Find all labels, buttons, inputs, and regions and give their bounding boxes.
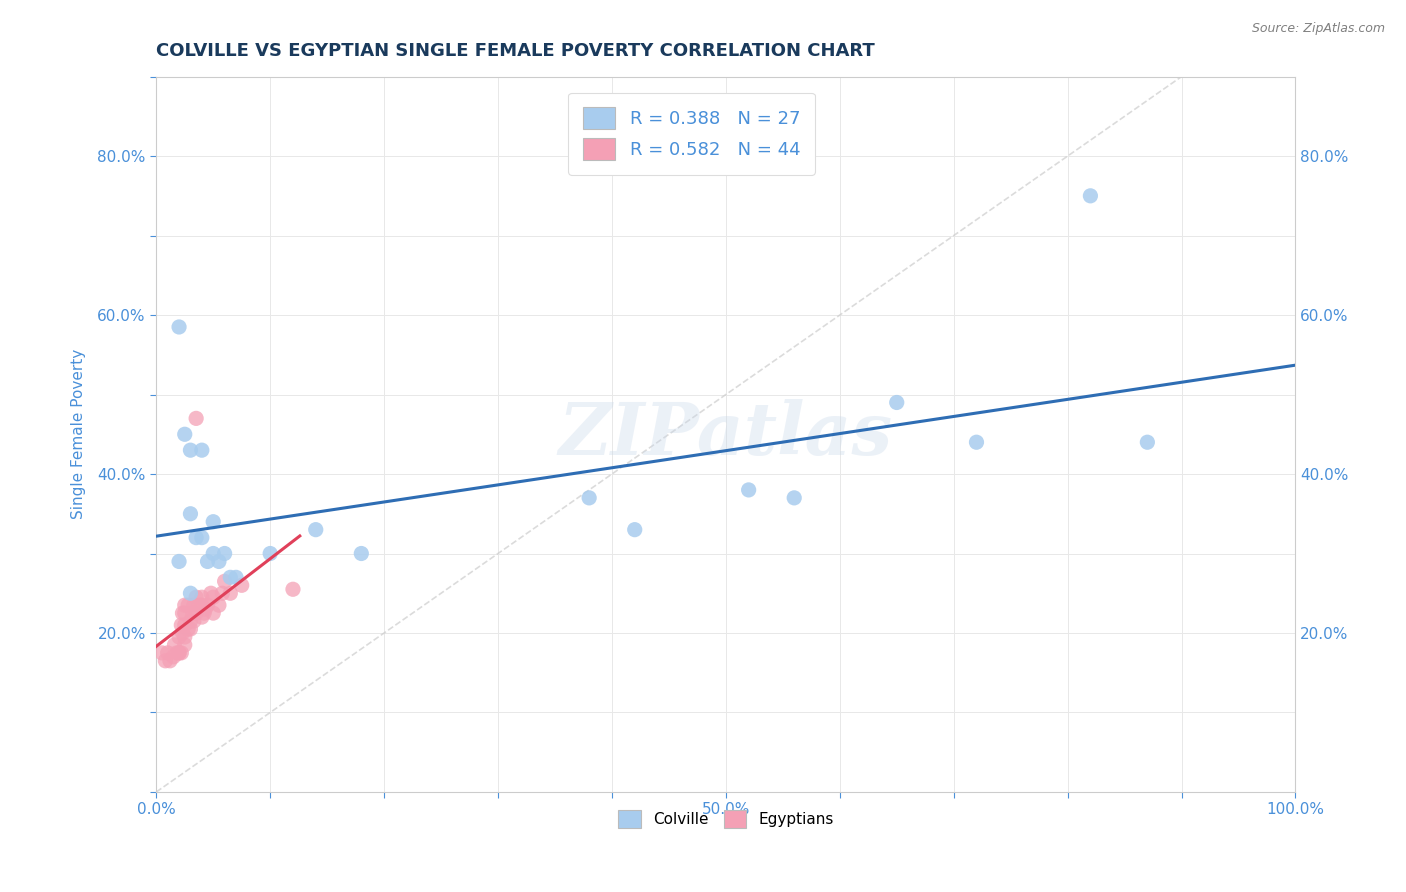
Point (181, 606, 204, 620)
Point (197, 598, 219, 612)
Point (173, 427, 195, 442)
Point (191, 610, 214, 624)
Point (208, 598, 231, 612)
Point (1136, 435, 1159, 450)
Point (783, 491, 806, 505)
Point (162, 649, 184, 664)
Point (208, 554, 231, 568)
Point (159, 654, 181, 668)
Point (179, 614, 201, 628)
Point (966, 435, 988, 450)
Point (202, 515, 225, 529)
Point (186, 531, 208, 545)
Point (183, 598, 205, 612)
Point (219, 570, 242, 584)
Text: COLVILLE VS EGYPTIAN SINGLE FEMALE POVERTY CORRELATION CHART: COLVILLE VS EGYPTIAN SINGLE FEMALE POVER… (156, 42, 875, 60)
Point (202, 591, 225, 605)
Point (191, 591, 214, 605)
Y-axis label: Single Female Poverty: Single Female Poverty (72, 349, 86, 519)
Point (173, 598, 195, 612)
Point (191, 443, 214, 458)
Point (350, 547, 373, 561)
Point (155, 654, 177, 668)
Point (578, 491, 600, 505)
Point (186, 411, 208, 425)
Point (191, 531, 214, 545)
Point (202, 606, 225, 620)
Point (172, 606, 194, 620)
Point (177, 598, 200, 612)
Point (167, 554, 190, 568)
Legend: Colville, Egyptians: Colville, Egyptians (612, 804, 841, 834)
Text: Source: ZipAtlas.com: Source: ZipAtlas.com (1251, 22, 1385, 36)
Point (191, 598, 214, 612)
Point (197, 554, 219, 568)
Point (173, 618, 195, 632)
Point (281, 582, 304, 597)
Point (173, 606, 195, 620)
Point (200, 586, 222, 600)
Text: ZIPatlas: ZIPatlas (558, 399, 893, 470)
Point (259, 547, 281, 561)
Point (177, 622, 200, 636)
Point (886, 395, 908, 409)
Point (186, 591, 208, 605)
Point (170, 618, 193, 632)
Point (193, 606, 215, 620)
Point (225, 570, 247, 584)
Point (214, 574, 236, 589)
Point (173, 638, 195, 652)
Point (179, 507, 201, 521)
Point (179, 586, 201, 600)
Point (172, 626, 194, 640)
Point (211, 586, 233, 600)
Point (167, 320, 190, 334)
Point (219, 586, 242, 600)
Point (186, 606, 208, 620)
Point (194, 602, 217, 616)
Point (737, 483, 759, 497)
Point (183, 614, 205, 628)
Point (163, 638, 186, 652)
Point (202, 547, 225, 561)
Point (305, 523, 328, 537)
Point (170, 646, 193, 660)
Point (167, 646, 190, 660)
Point (214, 547, 236, 561)
Point (166, 646, 188, 660)
Point (188, 598, 211, 612)
Point (623, 523, 645, 537)
Point (179, 443, 201, 458)
Point (156, 646, 179, 660)
Point (173, 630, 195, 644)
Point (179, 622, 201, 636)
Point (167, 630, 190, 644)
Point (150, 646, 173, 660)
Point (231, 578, 253, 592)
Point (1080, 189, 1102, 203)
Point (167, 646, 190, 660)
